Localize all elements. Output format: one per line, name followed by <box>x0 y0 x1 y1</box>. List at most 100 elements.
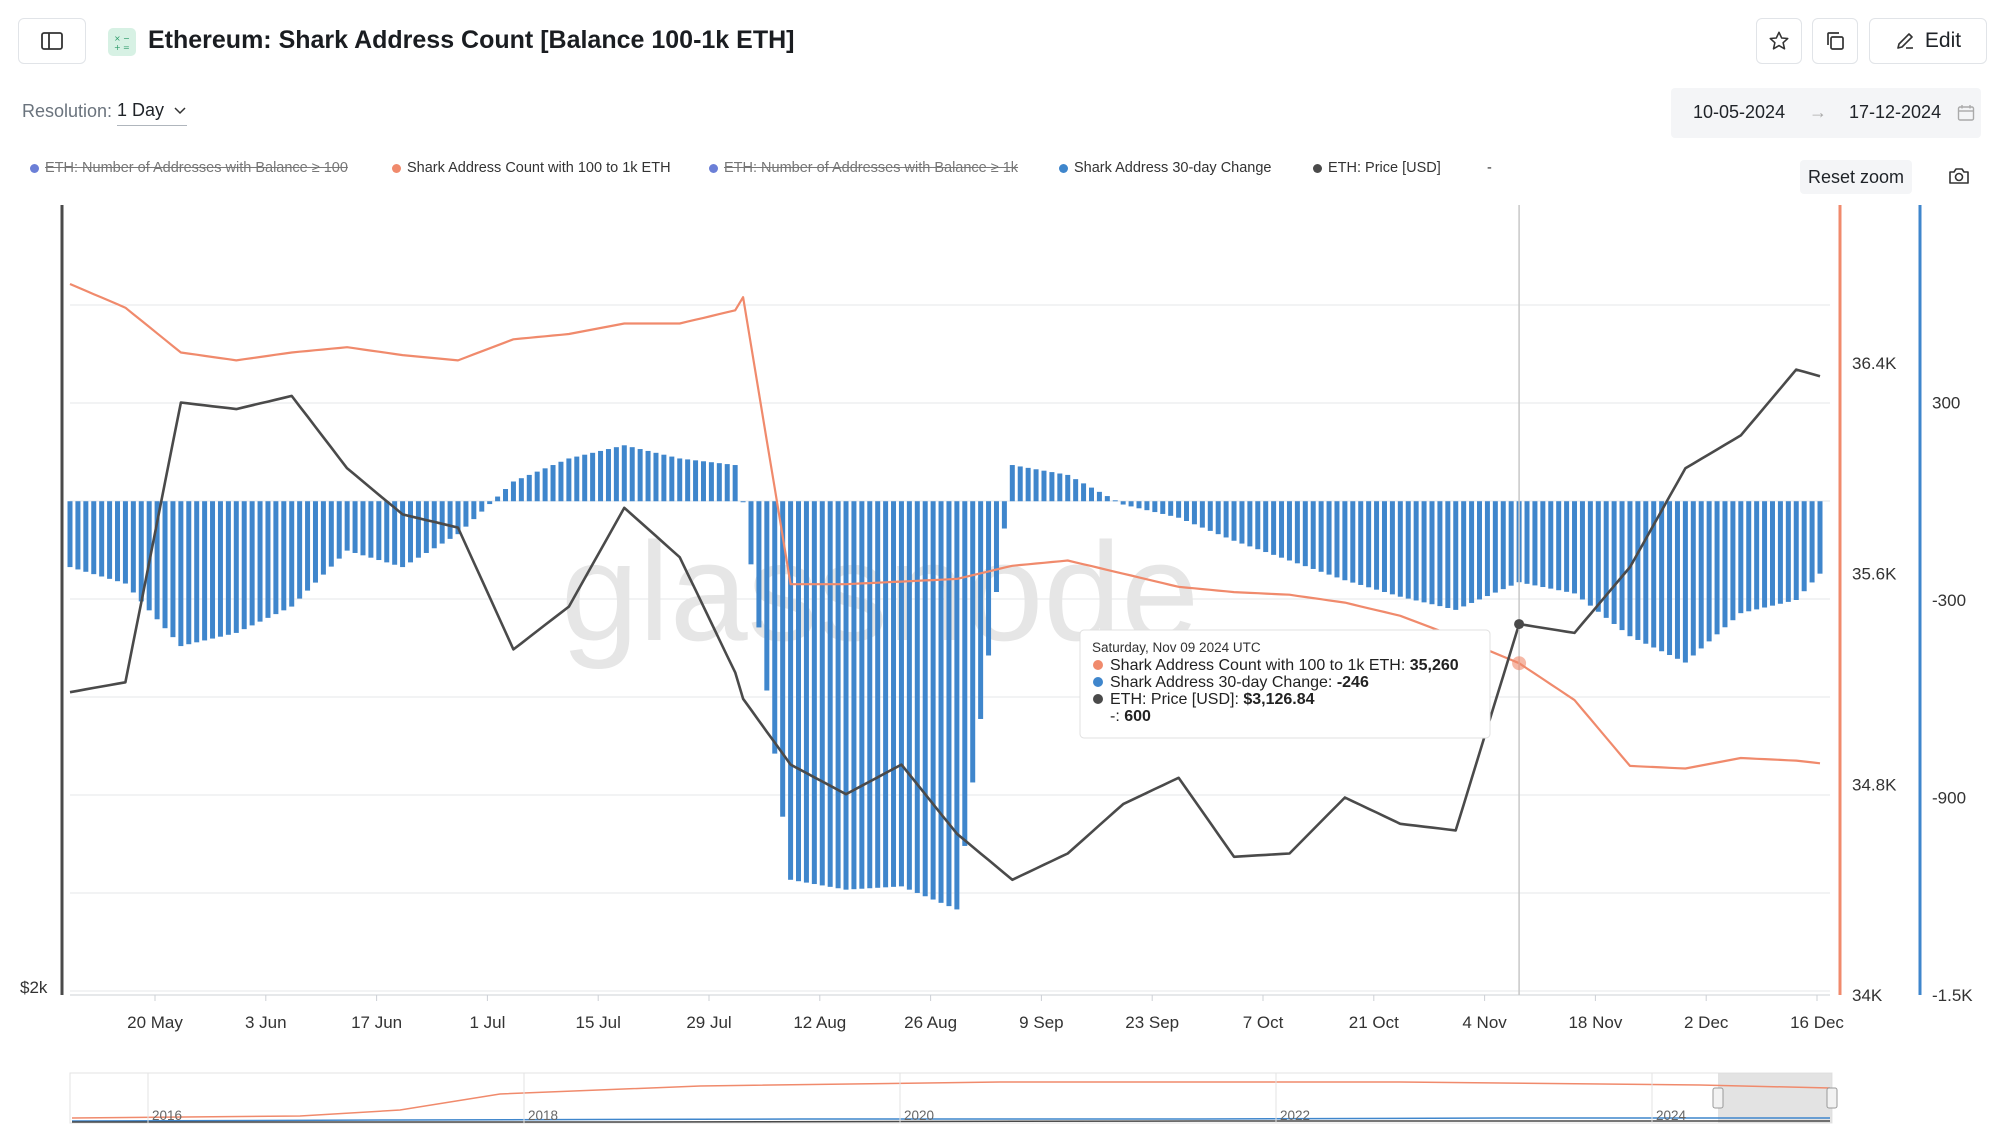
change-bar <box>645 450 651 502</box>
legend-item-addresses-100[interactable]: ETH: Number of Addresses with Balance ≥ … <box>30 160 348 176</box>
change-bar <box>693 460 699 502</box>
x-tick-label: 20 May <box>127 1013 183 1032</box>
change-bar <box>891 501 897 887</box>
resolution-value: 1 Day <box>117 100 165 120</box>
change-bar <box>1381 501 1387 593</box>
change-bar <box>503 489 509 502</box>
edit-label: Edit <box>1924 29 1962 52</box>
svg-text:=: = <box>123 43 130 51</box>
date-range-picker[interactable]: 10-05-2024 → 17-12-2024 <box>1671 88 1981 138</box>
change-bar <box>1595 501 1601 612</box>
camera-icon[interactable] <box>1948 166 1970 186</box>
legend-label: Shark Address 30-day Change <box>1074 160 1272 176</box>
change-bar <box>1366 501 1372 588</box>
tooltip-box <box>1079 629 1491 739</box>
change-bar <box>368 501 374 558</box>
change-bar <box>764 501 770 691</box>
navigator-change-line <box>71 1117 1830 1122</box>
legend-item-shark-count[interactable]: Shark Address Count with 100 to 1k ETH <box>392 160 671 176</box>
legend-item-dash[interactable]: - <box>1487 160 1492 176</box>
change-bar <box>875 501 881 888</box>
tooltip-row: Shark Address 30-day Change: -246 <box>1110 674 1369 691</box>
change-bar <box>320 501 326 575</box>
change-bar <box>732 465 738 502</box>
change-bar <box>1334 501 1340 578</box>
change-bar <box>1104 496 1110 502</box>
change-bar <box>1817 501 1823 574</box>
x-tick-label: 3 Jun <box>245 1013 287 1032</box>
navigator[interactable]: 2016 2018 2020 2022 2024 <box>69 1072 1838 1124</box>
change-bar <box>700 461 706 502</box>
change-bar <box>407 501 413 563</box>
change-bar <box>352 501 358 553</box>
edit-button[interactable]: Edit <box>1869 18 1987 64</box>
change-bar <box>796 501 802 882</box>
change-bar <box>914 501 920 893</box>
change-bar <box>1690 501 1696 656</box>
tooltip-dot <box>1093 677 1103 687</box>
legend-item-30day-change[interactable]: Shark Address 30-day Change <box>1059 160 1272 176</box>
change-bar <box>344 501 350 551</box>
sidebar-toggle-button[interactable] <box>18 18 86 64</box>
change-bar <box>1374 501 1380 590</box>
x-tick-label: 16 Dec <box>1790 1013 1844 1032</box>
change-bar <box>1223 501 1229 538</box>
tooltip-dot <box>1093 694 1103 704</box>
date-to[interactable]: 17-12-2024 <box>1849 102 1942 122</box>
change-bar <box>1271 501 1277 555</box>
legend-item-addresses-1k[interactable]: ETH: Number of Addresses with Balance ≥ … <box>709 160 1018 176</box>
shark-count-line <box>69 282 1821 770</box>
calendar-icon[interactable] <box>1957 104 1975 122</box>
tooltip-dot <box>1093 660 1103 670</box>
change-bar <box>1540 501 1546 588</box>
favorite-button[interactable] <box>1756 18 1802 64</box>
change-bar <box>186 501 192 645</box>
change-bar <box>1294 501 1300 564</box>
change-bar <box>1136 501 1142 509</box>
change-bar <box>748 501 754 565</box>
legend-item-eth-price[interactable]: ETH: Price [USD] <box>1313 160 1441 176</box>
change-bar <box>724 464 730 502</box>
duplicate-button[interactable] <box>1812 18 1858 64</box>
change-bar <box>1674 501 1680 659</box>
change-bar <box>1057 473 1063 502</box>
change-bar <box>233 501 239 633</box>
metric-icon: × − + = <box>108 28 136 56</box>
crosshair <box>1512 205 1527 995</box>
legend-dot <box>1313 163 1322 173</box>
change-bar <box>1453 501 1459 610</box>
x-tick-label: 29 Jul <box>686 1013 731 1032</box>
change-bar <box>1532 501 1538 586</box>
change-bar <box>1310 501 1316 569</box>
svg-text:+: + <box>114 43 121 51</box>
change-bar <box>629 447 635 502</box>
change-bar <box>653 452 659 502</box>
legend-dot <box>709 163 718 173</box>
change-bar <box>1651 501 1657 648</box>
x-tick-label: 1 Jul <box>469 1013 505 1032</box>
change-bar <box>336 501 342 559</box>
change-bar <box>1659 501 1665 652</box>
svg-text:×: × <box>114 34 121 43</box>
change-bar <box>265 501 271 618</box>
change-bar <box>542 468 548 502</box>
change-bar <box>1508 501 1514 586</box>
change-bar <box>328 501 334 567</box>
hover-point-price <box>1514 619 1525 630</box>
change-bar <box>1461 501 1467 607</box>
legend-dot <box>392 163 401 173</box>
navigator-frame <box>69 1072 1833 1124</box>
change-bar <box>1389 501 1395 595</box>
change-bar <box>154 501 160 620</box>
change-bar <box>1144 501 1150 511</box>
axes: 20 May 3 Jun 17 Jun 1 Jul 15 Jul 29 Jul 12 Aug… <box>20 205 1973 1032</box>
change-bar <box>99 501 105 577</box>
date-from[interactable]: 10-05-2024 <box>1693 102 1786 122</box>
resolution-select[interactable]: 1 Day <box>117 100 188 126</box>
change-bar <box>1572 501 1578 594</box>
change-bar <box>1714 501 1720 635</box>
change-bar <box>130 501 136 593</box>
reset-zoom-button[interactable]: Reset zoom <box>1800 160 1912 194</box>
change-bar <box>1096 491 1102 502</box>
